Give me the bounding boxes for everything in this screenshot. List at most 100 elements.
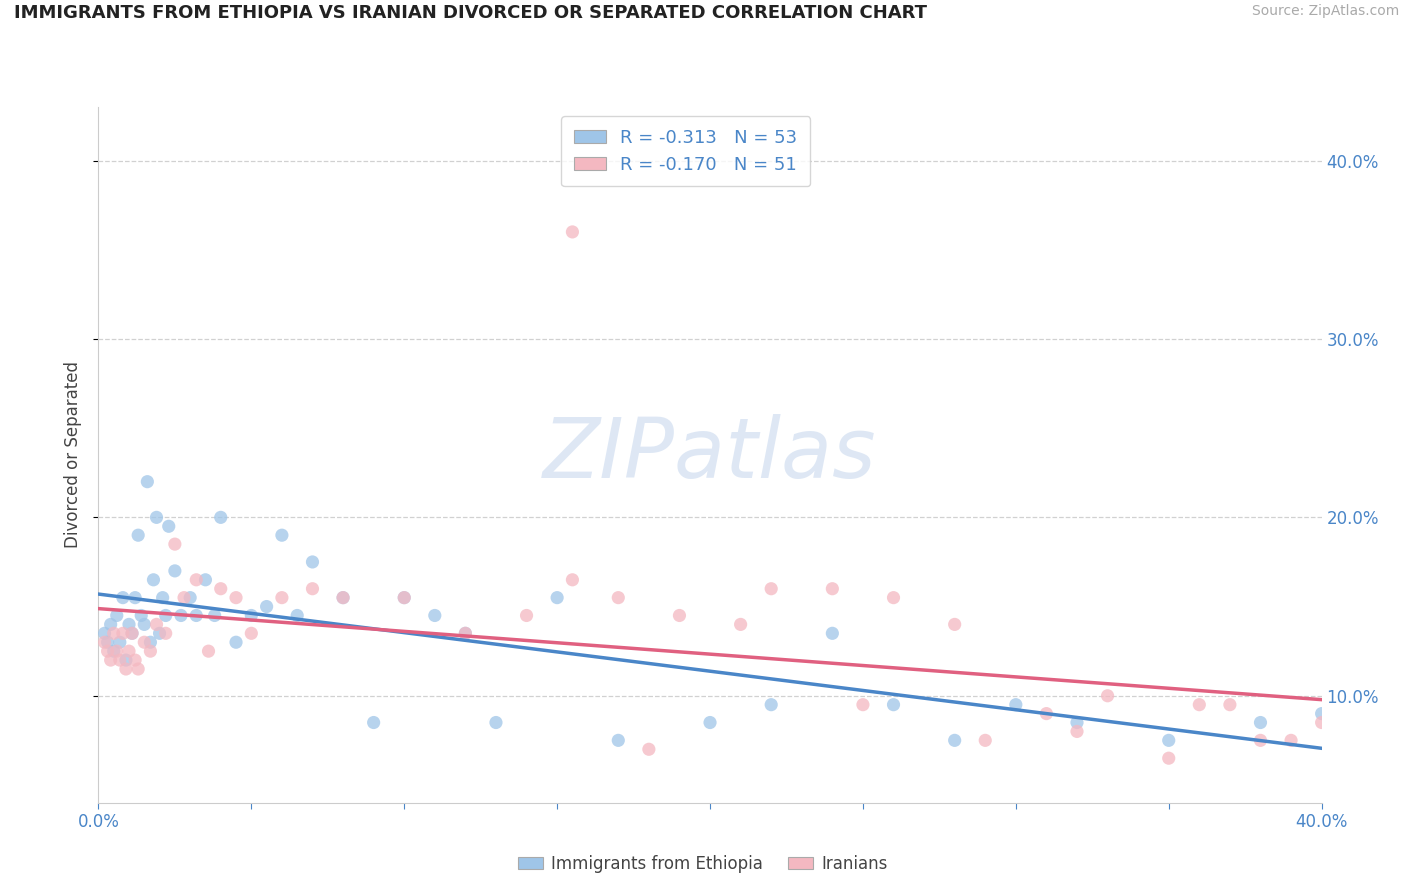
Point xyxy=(225,635,247,649)
Point xyxy=(197,644,219,658)
Point xyxy=(142,573,165,587)
Point xyxy=(136,475,159,489)
Point xyxy=(155,626,177,640)
Point xyxy=(118,617,141,632)
Point xyxy=(134,635,156,649)
Point xyxy=(129,608,152,623)
Point xyxy=(157,519,180,533)
Text: IMMIGRANTS FROM ETHIOPIA VS IRANIAN DIVORCED OR SEPARATED CORRELATION CHART: IMMIGRANTS FROM ETHIOPIA VS IRANIAN DIVO… xyxy=(14,4,927,22)
Point xyxy=(145,617,167,632)
Point xyxy=(173,591,195,605)
Point xyxy=(155,608,177,623)
Point xyxy=(1188,698,1211,712)
Point xyxy=(209,510,232,524)
Point xyxy=(127,662,149,676)
Point xyxy=(149,626,172,640)
Point xyxy=(121,626,143,640)
Y-axis label: Divorced or Separated: Divorced or Separated xyxy=(65,361,83,549)
Point xyxy=(108,653,131,667)
Point xyxy=(163,537,186,551)
Point xyxy=(485,715,508,730)
Point xyxy=(1279,733,1302,747)
Point xyxy=(93,626,115,640)
Point xyxy=(1035,706,1057,721)
Point xyxy=(1310,706,1333,721)
Point xyxy=(100,653,122,667)
Point xyxy=(332,591,354,605)
Point xyxy=(332,591,354,605)
Point xyxy=(392,591,416,605)
Point xyxy=(97,644,120,658)
Point xyxy=(1157,751,1180,765)
Legend: R = -0.313   N = 53, R = -0.170   N = 51: R = -0.313 N = 53, R = -0.170 N = 51 xyxy=(561,116,810,186)
Point xyxy=(118,644,141,658)
Point xyxy=(821,582,844,596)
Point xyxy=(730,617,752,632)
Point xyxy=(225,591,247,605)
Point xyxy=(1097,689,1119,703)
Point xyxy=(759,698,782,712)
Point xyxy=(194,573,217,587)
Point xyxy=(1004,698,1026,712)
Point xyxy=(1219,698,1241,712)
Point xyxy=(108,635,131,649)
Point xyxy=(1157,733,1180,747)
Point xyxy=(97,635,120,649)
Point xyxy=(105,644,128,658)
Point xyxy=(821,626,844,640)
Point xyxy=(301,555,323,569)
Text: ZIPatlas: ZIPatlas xyxy=(543,415,877,495)
Point xyxy=(103,626,125,640)
Point xyxy=(186,573,208,587)
Point xyxy=(1249,715,1271,730)
Point xyxy=(111,591,134,605)
Point xyxy=(883,698,905,712)
Point xyxy=(943,733,966,747)
Point xyxy=(1066,715,1088,730)
Point xyxy=(1310,715,1333,730)
Point xyxy=(100,617,122,632)
Point xyxy=(759,582,782,596)
Point xyxy=(637,742,661,756)
Point xyxy=(105,608,128,623)
Point xyxy=(974,733,997,747)
Point xyxy=(179,591,201,605)
Legend: Immigrants from Ethiopia, Iranians: Immigrants from Ethiopia, Iranians xyxy=(512,848,894,880)
Point xyxy=(170,608,193,623)
Point xyxy=(163,564,186,578)
Point xyxy=(301,582,323,596)
Point xyxy=(1066,724,1088,739)
Point xyxy=(1249,733,1271,747)
Point xyxy=(270,591,292,605)
Point xyxy=(124,653,146,667)
Point xyxy=(668,608,690,623)
Point xyxy=(240,608,263,623)
Point xyxy=(139,635,162,649)
Point xyxy=(93,635,115,649)
Point xyxy=(516,608,538,623)
Point xyxy=(943,617,966,632)
Point xyxy=(124,591,146,605)
Point xyxy=(256,599,278,614)
Point xyxy=(270,528,292,542)
Point xyxy=(111,626,134,640)
Point xyxy=(423,608,446,623)
Point xyxy=(607,591,630,605)
Point xyxy=(561,573,583,587)
Point xyxy=(883,591,905,605)
Point xyxy=(546,591,568,605)
Point xyxy=(285,608,308,623)
Point xyxy=(607,733,630,747)
Point xyxy=(209,582,232,596)
Point xyxy=(392,591,416,605)
Point xyxy=(115,653,138,667)
Point xyxy=(145,510,167,524)
Point xyxy=(240,626,263,640)
Point xyxy=(115,662,138,676)
Point xyxy=(134,617,156,632)
Point xyxy=(454,626,477,640)
Point xyxy=(204,608,226,623)
Point xyxy=(152,591,174,605)
Point xyxy=(127,528,149,542)
Point xyxy=(103,644,125,658)
